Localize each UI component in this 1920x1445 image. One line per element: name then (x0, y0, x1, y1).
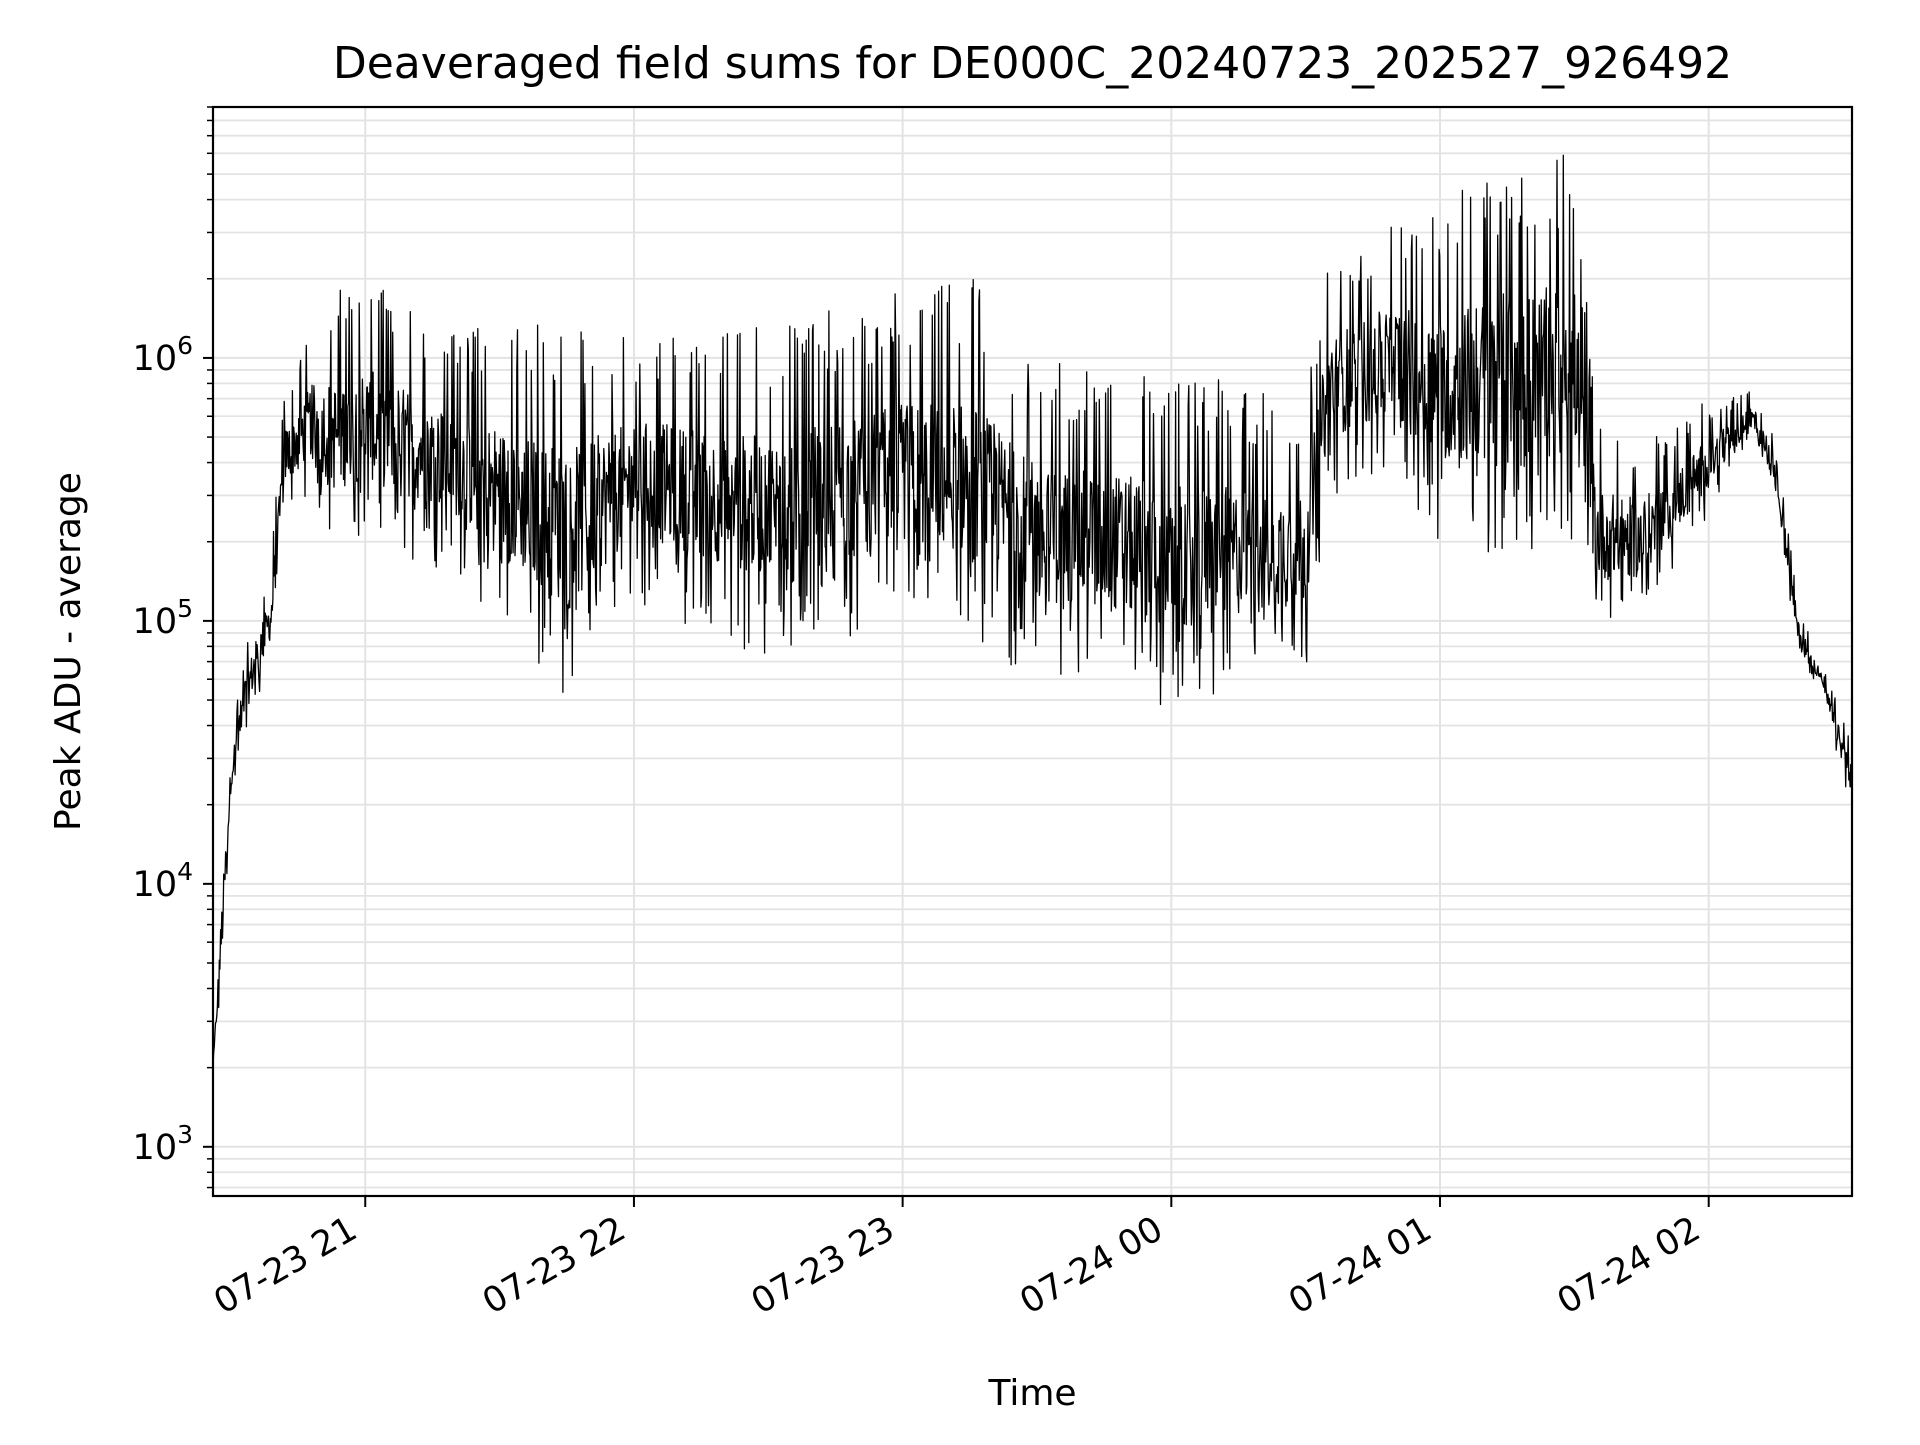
x-axis-label: Time (987, 1373, 1076, 1414)
series-layer (212, 154, 1853, 1068)
chart-title: Deaveraged field sums for DE000C_2024072… (333, 38, 1732, 89)
series-line (212, 154, 1853, 1068)
y-tick-label: 106 (133, 331, 193, 379)
y-tick-label: 105 (133, 594, 193, 642)
plot-frame (211, 105, 1854, 1198)
y-tick-label: 103 (133, 1120, 193, 1168)
y-axis-label: Peak ADU - average (48, 472, 89, 831)
y-tick-label: 104 (133, 857, 193, 905)
